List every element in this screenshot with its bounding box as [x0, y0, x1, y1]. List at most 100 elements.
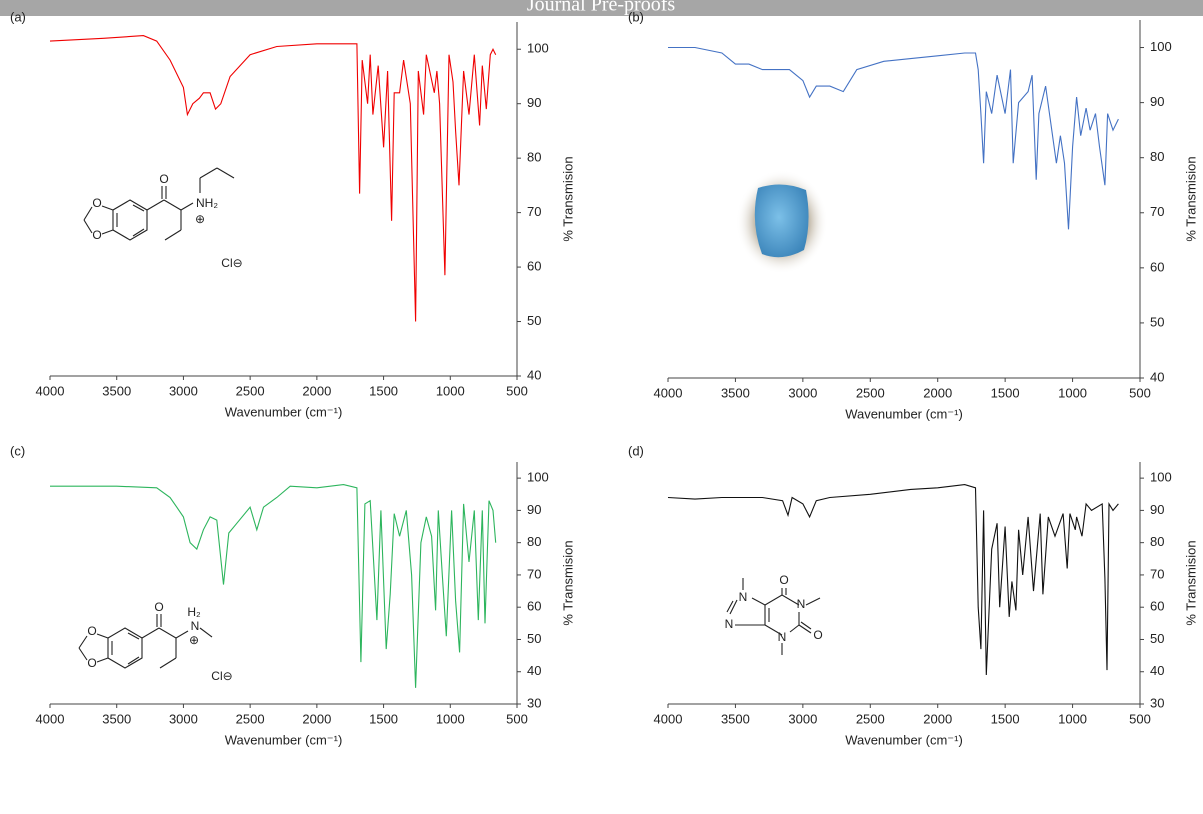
atom-label: O	[87, 624, 96, 638]
x-tick-label: 4000	[654, 385, 683, 400]
y-tick-label: 40	[527, 367, 541, 382]
y-tick-label: 50	[527, 631, 541, 646]
y-tick-label: 60	[1150, 259, 1164, 274]
y-tick-label: 30	[1150, 695, 1164, 710]
y-axis-title: % Transmision	[1183, 540, 1198, 625]
panel-label: (d)	[628, 443, 644, 458]
atom-label: ⊕	[195, 212, 205, 226]
y-tick-label: 90	[527, 95, 541, 110]
x-axis-title: Wavenumber (cm⁻¹)	[225, 404, 343, 419]
y-tick-label: 30	[527, 695, 541, 710]
x-tick-label: 4000	[36, 711, 65, 726]
atom-label: H₂	[187, 605, 201, 619]
spectrum-line	[667, 484, 1119, 676]
x-tick-label: 1000	[1058, 385, 1087, 400]
spectrum-line	[668, 46, 1119, 230]
y-tick-label: 50	[527, 313, 541, 328]
y-tick-label: 100	[527, 41, 549, 56]
atom-label: O	[92, 228, 101, 242]
y-tick-label: 50	[1150, 631, 1164, 646]
x-tick-label: 4000	[654, 711, 683, 726]
panel-label: (a)	[10, 9, 26, 24]
x-tick-label: 500	[1129, 711, 1151, 726]
spectrum-line	[49, 35, 497, 322]
y-tick-label: 60	[1150, 599, 1164, 614]
x-tick-label: 2000	[302, 383, 331, 398]
atom-label: Cl⊖	[221, 256, 242, 270]
atom-label: O	[154, 600, 163, 614]
x-axis-title: Wavenumber (cm⁻¹)	[225, 732, 343, 747]
x-tick-label: 1000	[1058, 711, 1087, 726]
x-tick-label: 3500	[102, 383, 131, 398]
x-tick-label: 3000	[788, 711, 817, 726]
spectrum-line	[50, 484, 497, 688]
x-tick-label: 2000	[302, 711, 331, 726]
x-tick-label: 2000	[923, 711, 952, 726]
y-tick-label: 70	[1150, 566, 1164, 581]
atom-label: N	[778, 630, 787, 644]
structure-d: O N N N N O	[725, 573, 823, 655]
y-tick-label: 80	[1150, 534, 1164, 549]
x-tick-label: 500	[1129, 385, 1151, 400]
x-axis-title: Wavenumber (cm⁻¹)	[845, 732, 963, 747]
atom-label: N	[739, 590, 748, 604]
x-tick-label: 3000	[788, 385, 817, 400]
y-tick-label: 90	[1150, 502, 1164, 517]
x-tick-label: 2500	[236, 711, 265, 726]
y-tick-label: 100	[1150, 39, 1172, 54]
panel-label: (c)	[10, 443, 25, 458]
y-tick-label: 100	[1150, 470, 1172, 485]
y-tick-label: 70	[527, 566, 541, 581]
x-tick-label: 1500	[991, 711, 1020, 726]
x-tick-label: 500	[506, 383, 528, 398]
x-tick-label: 4000	[36, 383, 65, 398]
atom-label: O	[779, 573, 788, 587]
y-axis-title: % Transmision	[560, 156, 575, 241]
x-tick-label: 2000	[923, 385, 952, 400]
y-tick-label: 60	[527, 259, 541, 274]
x-tick-label: 2500	[236, 383, 265, 398]
y-tick-label: 90	[527, 502, 541, 517]
y-axis-title: % Transmision	[1183, 156, 1198, 241]
atom-label: NH₂	[196, 196, 218, 210]
x-axis-title: Wavenumber (cm⁻¹)	[845, 406, 963, 421]
atom-label: O	[92, 196, 101, 210]
y-tick-label: 80	[527, 534, 541, 549]
y-tick-label: 50	[1150, 314, 1164, 329]
structure-c: O O O H₂ N ⊕ Cl⊖	[78, 600, 233, 683]
y-tick-label: 90	[1150, 94, 1164, 109]
y-tick-label: 100	[527, 470, 549, 485]
atom-label: O	[813, 628, 822, 642]
atom-label: Cl⊖	[211, 669, 232, 683]
panel-label: (b)	[628, 9, 644, 24]
x-tick-label: 3500	[721, 711, 750, 726]
header: Journal Pre-proofs	[527, 0, 676, 16]
x-tick-label: 1000	[436, 383, 465, 398]
atom-label: N	[725, 617, 734, 631]
x-tick-label: 1000	[436, 711, 465, 726]
x-tick-label: 3500	[102, 711, 131, 726]
atom-label: O	[159, 172, 168, 186]
y-tick-label: 40	[1150, 663, 1164, 678]
x-tick-label: 3500	[721, 385, 750, 400]
x-tick-label: 1500	[369, 383, 398, 398]
x-tick-label: 1500	[991, 385, 1020, 400]
x-tick-label: 1500	[369, 711, 398, 726]
x-tick-label: 500	[506, 711, 528, 726]
x-tick-label: 2500	[856, 711, 885, 726]
atom-label: ⊕	[189, 633, 199, 647]
atom-label: O	[87, 656, 96, 670]
x-tick-label: 2500	[856, 385, 885, 400]
x-tick-label: 3000	[169, 383, 198, 398]
pill-photo	[736, 170, 828, 274]
y-tick-label: 40	[527, 663, 541, 678]
structure-a: O O O NH₂ ⊕ Cl⊖	[83, 167, 243, 270]
y-tick-label: 80	[1150, 149, 1164, 164]
y-tick-label: 60	[527, 599, 541, 614]
x-tick-label: 3000	[169, 711, 198, 726]
atom-label: N	[191, 619, 200, 633]
y-tick-label: 70	[1150, 204, 1164, 219]
y-tick-label: 40	[1150, 369, 1164, 384]
header-bar	[0, 0, 1203, 16]
